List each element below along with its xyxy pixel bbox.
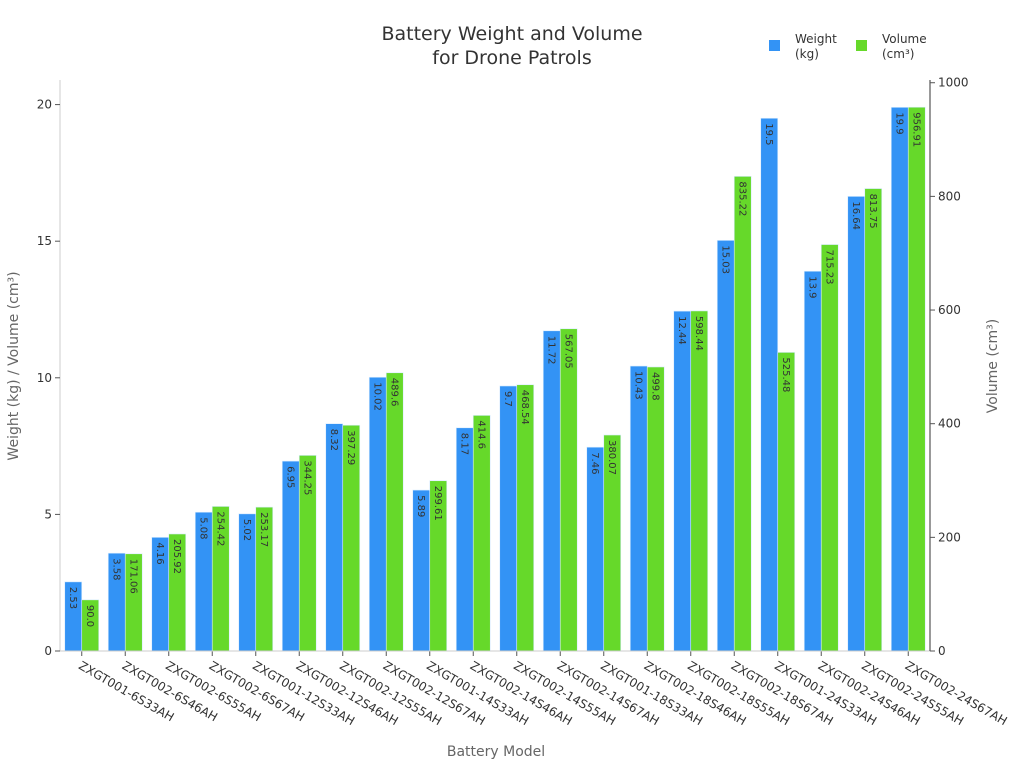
weight-data-label: 10.43 — [632, 371, 643, 400]
weight-data-label: 13.9 — [806, 276, 817, 298]
legend-label-line: Volume — [882, 32, 927, 46]
chart-title-line: for Drone Patrols — [432, 47, 591, 69]
weight-bar — [629, 365, 648, 652]
volume-bar — [385, 372, 404, 652]
x-axis-label: Battery Model — [447, 744, 545, 760]
volume-data-label: 525.48 — [780, 357, 791, 392]
weight-data-label: 4.16 — [154, 542, 165, 564]
y-tick-label: 10 — [37, 371, 52, 385]
volume-bar — [472, 415, 491, 652]
volume-bar — [864, 188, 883, 652]
weight-data-label: 5.89 — [415, 495, 426, 517]
y-tick-label: 5 — [44, 507, 52, 521]
weight-bar — [586, 446, 605, 652]
volume-data-label: 835.22 — [736, 181, 747, 216]
volume-bar — [777, 352, 796, 652]
weight-bar — [499, 385, 518, 652]
volume-bar — [820, 244, 839, 652]
volume-bar — [907, 106, 926, 652]
volume-data-label: 253.17 — [258, 512, 269, 547]
volume-data-label: 813.75 — [867, 194, 878, 229]
legend-label-line: (cm³) — [882, 47, 914, 61]
weight-data-label: 5.08 — [197, 517, 208, 539]
y2-axis-label: Volume (cm³) — [985, 319, 1001, 413]
volume-bar — [559, 328, 578, 652]
y2-tick-label: 200 — [938, 530, 961, 544]
y2-tick-label: 800 — [938, 189, 961, 203]
y2-tick-label: 0 — [938, 644, 946, 658]
volume-data-label: 254.42 — [214, 511, 225, 546]
weight-bar — [542, 330, 561, 652]
weight-bar — [455, 427, 474, 652]
volume-data-label: 598.44 — [693, 316, 704, 351]
weight-data-label: 16.64 — [850, 201, 861, 230]
volume-data-label: 489.6 — [388, 378, 399, 407]
weight-data-label: 6.95 — [284, 466, 295, 488]
weight-bar — [281, 460, 300, 652]
volume-data-label: 90.0 — [84, 605, 95, 627]
y-tick-label: 0 — [44, 644, 52, 658]
weight-data-label: 2.53 — [67, 587, 78, 609]
volume-data-label: 299.61 — [432, 486, 443, 521]
weight-bar — [890, 107, 909, 652]
y2-tick-label: 600 — [938, 303, 961, 317]
weight-bar — [803, 270, 822, 652]
volume-data-label: 715.23 — [823, 250, 834, 285]
volume-bar — [646, 366, 665, 652]
legend-label-line: (kg) — [795, 47, 819, 61]
weight-data-label: 10.02 — [371, 382, 382, 411]
volume-bar — [733, 176, 752, 652]
weight-bar — [673, 310, 692, 652]
legend-label: Volume (cm³) — [882, 32, 927, 61]
legend-label-line: Weight — [795, 32, 837, 46]
weight-data-label: 11.72 — [545, 336, 556, 365]
volume-data-label: 397.29 — [345, 430, 356, 465]
volume-data-label: 171.06 — [127, 559, 138, 594]
weight-bar — [847, 196, 866, 652]
volume-data-label: 499.8 — [649, 372, 660, 401]
y-axis-label: Weight (kg) / Volume (cm³) — [6, 271, 22, 460]
legend: Weight (kg) Volume (cm³) — [769, 32, 927, 61]
weight-data-label: 5.02 — [241, 519, 252, 541]
volume-data-label: 380.07 — [606, 440, 617, 475]
weight-data-label: 8.17 — [458, 433, 469, 455]
weight-data-label: 19.5 — [763, 123, 774, 145]
weight-bar — [716, 240, 735, 652]
weight-data-label: 9.7 — [502, 391, 513, 407]
weight-data-label: 8.32 — [328, 429, 339, 451]
y2-tick-label: 400 — [938, 417, 961, 431]
y-tick-label: 15 — [37, 234, 52, 248]
weight-bar — [368, 376, 387, 652]
weight-data-label: 12.44 — [676, 316, 687, 345]
legend-swatch — [856, 40, 867, 51]
weight-bar — [760, 117, 779, 652]
volume-data-label: 956.91 — [910, 112, 921, 147]
weight-data-label: 19.9 — [893, 112, 904, 134]
volume-data-label: 205.92 — [171, 539, 182, 574]
y2-tick-label: 1000 — [938, 76, 969, 90]
weight-bar — [325, 423, 344, 652]
weight-data-label: 15.03 — [719, 245, 730, 274]
volume-data-label: 567.05 — [562, 334, 573, 369]
legend-label: Weight (kg) — [795, 32, 837, 61]
legend-swatch — [769, 40, 780, 51]
volume-data-label: 344.25 — [301, 460, 312, 495]
chart-title: Battery Weight and Volume for Drone Patro… — [381, 23, 642, 69]
weight-data-label: 7.46 — [589, 452, 600, 474]
volume-data-label: 468.54 — [519, 390, 530, 425]
chart-title-line: Battery Weight and Volume — [381, 23, 642, 45]
y-tick-label: 20 — [37, 98, 52, 112]
weight-data-label: 3.58 — [110, 558, 121, 580]
volume-bar — [690, 310, 709, 652]
volume-data-label: 414.6 — [475, 420, 486, 449]
